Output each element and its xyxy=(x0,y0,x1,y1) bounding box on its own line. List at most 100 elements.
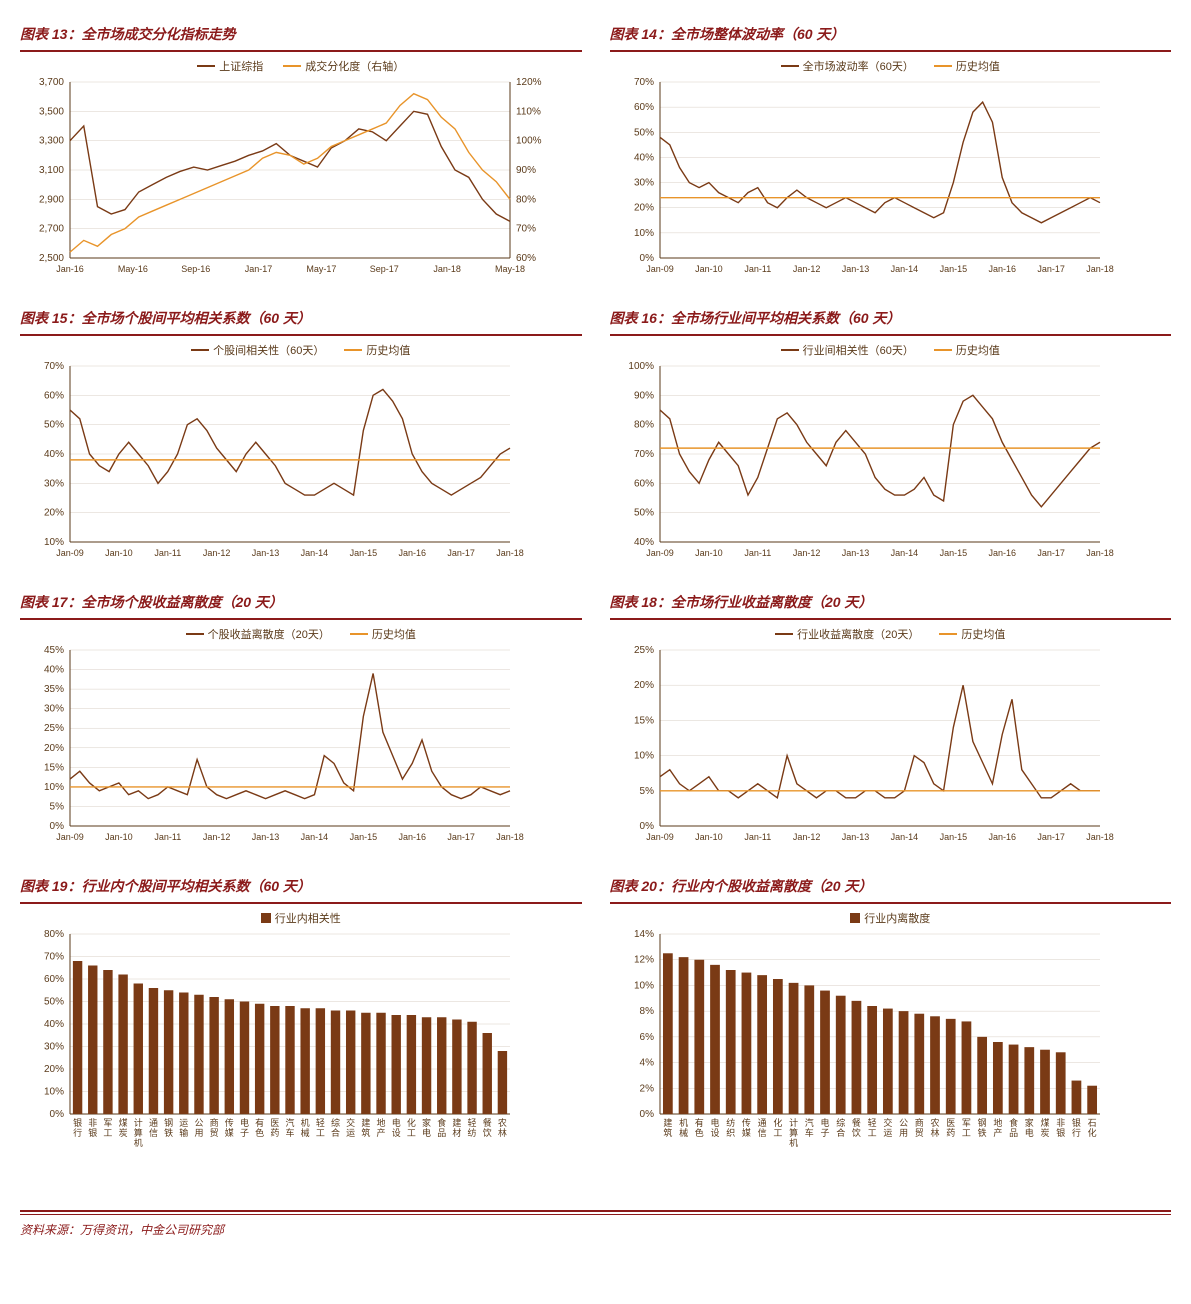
svg-text:钢铁: 钢铁 xyxy=(977,1117,986,1138)
svg-text:20%: 20% xyxy=(44,743,64,754)
svg-text:15%: 15% xyxy=(633,715,653,726)
svg-text:0%: 0% xyxy=(639,821,654,832)
svg-text:军工: 军工 xyxy=(961,1118,970,1138)
chart-legend: 上证综指成交分化度（右轴） xyxy=(20,58,582,74)
svg-text:公用: 公用 xyxy=(194,1118,203,1138)
svg-text:30%: 30% xyxy=(44,1042,64,1053)
svg-text:10%: 10% xyxy=(44,1087,64,1098)
svg-text:0%: 0% xyxy=(50,1109,65,1120)
svg-text:90%: 90% xyxy=(516,165,536,176)
svg-text:Jan-17: Jan-17 xyxy=(447,832,475,842)
svg-text:Jan-16: Jan-16 xyxy=(56,264,84,274)
svg-text:8%: 8% xyxy=(639,1006,654,1017)
svg-text:0%: 0% xyxy=(639,253,654,264)
source-text: 资料来源：万得资讯，中金公司研究部 xyxy=(20,1221,1171,1238)
svg-text:传媒: 传媒 xyxy=(741,1117,750,1138)
svg-text:70%: 70% xyxy=(633,77,653,88)
svg-text:30%: 30% xyxy=(44,704,64,715)
svg-text:餐饮: 餐饮 xyxy=(483,1117,492,1138)
svg-text:30%: 30% xyxy=(44,478,64,489)
svg-text:Jan-11: Jan-11 xyxy=(154,832,181,842)
svg-text:Jan-15: Jan-15 xyxy=(939,832,967,842)
svg-text:Jan-09: Jan-09 xyxy=(56,548,84,558)
svg-text:Jan-13: Jan-13 xyxy=(841,548,869,558)
svg-text:120%: 120% xyxy=(516,77,542,88)
svg-text:60%: 60% xyxy=(516,253,536,264)
svg-text:Jan-17: Jan-17 xyxy=(1037,264,1065,274)
svg-text:煤炭: 煤炭 xyxy=(1040,1117,1049,1138)
svg-text:Jan-16: Jan-16 xyxy=(398,548,426,558)
svg-text:非银: 非银 xyxy=(88,1117,97,1138)
svg-text:5%: 5% xyxy=(639,786,654,797)
svg-text:60%: 60% xyxy=(44,974,64,985)
svg-text:80%: 80% xyxy=(44,929,64,940)
chart-title: 图表 17：全市场个股收益离散度（20 天） xyxy=(20,588,582,620)
svg-text:20%: 20% xyxy=(633,203,653,214)
svg-text:60%: 60% xyxy=(44,390,64,401)
svg-text:Jan-17: Jan-17 xyxy=(1037,548,1065,558)
svg-text:Jan-11: Jan-11 xyxy=(744,548,771,558)
svg-text:Jan-18: Jan-18 xyxy=(1086,832,1114,842)
svg-text:Jan-16: Jan-16 xyxy=(988,548,1016,558)
svg-text:Jan-14: Jan-14 xyxy=(301,832,329,842)
svg-text:70%: 70% xyxy=(44,361,64,372)
svg-text:公用: 公用 xyxy=(899,1118,908,1138)
svg-text:传媒: 传媒 xyxy=(225,1117,234,1138)
svg-text:50%: 50% xyxy=(633,127,653,138)
chart-title: 图表 18：全市场行业收益离散度（20 天） xyxy=(610,588,1172,620)
svg-text:机械: 机械 xyxy=(301,1117,310,1138)
chart-legend: 行业间相关性（60天）历史均值 xyxy=(610,342,1172,358)
svg-text:银行: 银行 xyxy=(73,1117,82,1138)
chart-legend: 行业内相关性 xyxy=(20,910,582,926)
svg-text:计算机: 计算机 xyxy=(134,1117,143,1148)
svg-text:Jan-18: Jan-18 xyxy=(1086,548,1114,558)
chart-panel: 图表 16：全市场行业间平均相关系数（60 天）40%50%60%70%80%9… xyxy=(610,304,1172,578)
svg-text:Jan-18: Jan-18 xyxy=(433,264,461,274)
svg-text:60%: 60% xyxy=(633,478,653,489)
svg-text:Jan-17: Jan-17 xyxy=(447,548,475,558)
svg-text:Jan-10: Jan-10 xyxy=(105,548,133,558)
svg-text:通信: 通信 xyxy=(757,1118,766,1138)
svg-text:30%: 30% xyxy=(633,178,653,189)
svg-text:Jan-15: Jan-15 xyxy=(350,548,378,558)
chart-title: 图表 20：行业内个股收益离散度（20 天） xyxy=(610,872,1172,904)
svg-text:50%: 50% xyxy=(633,508,653,519)
svg-text:化工: 化工 xyxy=(773,1117,782,1138)
svg-text:Jan-13: Jan-13 xyxy=(841,264,869,274)
svg-text:运输: 运输 xyxy=(179,1118,188,1138)
svg-text:Jan-13: Jan-13 xyxy=(841,832,869,842)
svg-text:商贸: 商贸 xyxy=(210,1117,219,1138)
svg-text:3,700: 3,700 xyxy=(39,77,64,88)
svg-text:4%: 4% xyxy=(639,1058,654,1069)
svg-text:煤炭: 煤炭 xyxy=(119,1117,128,1138)
svg-text:70%: 70% xyxy=(633,449,653,460)
svg-text:80%: 80% xyxy=(633,420,653,431)
svg-text:轻工: 轻工 xyxy=(316,1117,325,1138)
svg-text:Jan-18: Jan-18 xyxy=(496,832,524,842)
svg-text:Jan-16: Jan-16 xyxy=(398,832,426,842)
svg-text:有色: 有色 xyxy=(694,1117,703,1138)
svg-text:Jan-15: Jan-15 xyxy=(939,548,967,558)
svg-text:通信: 通信 xyxy=(149,1118,158,1138)
svg-text:有色: 有色 xyxy=(255,1117,264,1138)
svg-text:地产: 地产 xyxy=(377,1117,386,1138)
svg-text:Jan-13: Jan-13 xyxy=(252,548,280,558)
svg-text:15%: 15% xyxy=(44,762,64,773)
chart-title: 图表 16：全市场行业间平均相关系数（60 天） xyxy=(610,304,1172,336)
svg-text:Jan-09: Jan-09 xyxy=(646,264,674,274)
chart-legend: 个股收益离散度（20天）历史均值 xyxy=(20,626,582,642)
svg-text:6%: 6% xyxy=(639,1032,654,1043)
svg-text:建筑: 建筑 xyxy=(663,1117,672,1138)
chart-title: 图表 13：全市场成交分化指标走势 xyxy=(20,20,582,52)
chart-panel: 图表 13：全市场成交分化指标走势2,5002,7002,9003,1003,3… xyxy=(20,20,582,294)
svg-text:家电: 家电 xyxy=(422,1117,431,1138)
svg-text:医药: 医药 xyxy=(270,1118,279,1138)
svg-text:40%: 40% xyxy=(44,665,64,676)
svg-text:Jan-12: Jan-12 xyxy=(792,264,820,274)
svg-text:Sep-17: Sep-17 xyxy=(370,264,399,274)
svg-text:Jan-14: Jan-14 xyxy=(890,264,918,274)
svg-text:Jan-11: Jan-11 xyxy=(154,548,181,558)
svg-text:70%: 70% xyxy=(516,224,536,235)
chart-title: 图表 19：行业内个股间平均相关系数（60 天） xyxy=(20,872,582,904)
svg-text:交运: 交运 xyxy=(883,1117,892,1138)
